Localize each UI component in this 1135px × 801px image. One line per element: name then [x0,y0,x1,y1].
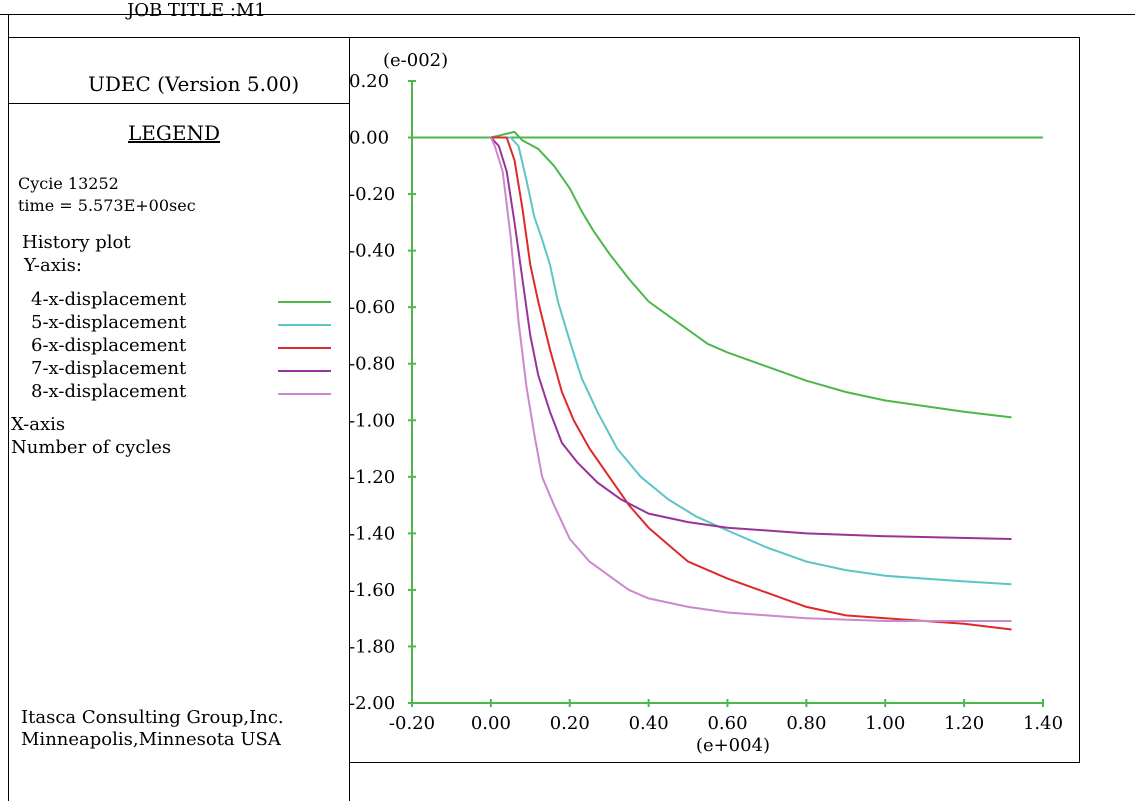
y-tick-label: -1.20 [349,467,395,488]
frame-header-divider [8,37,1080,38]
y-tick-label: -1.40 [349,523,395,544]
x-tick-label: 0.60 [707,713,747,734]
legend-swatch-5 [278,324,331,326]
y-tick-label: -1.00 [349,410,395,431]
y-tick-label: -0.40 [349,241,395,262]
legend-swatch-8 [278,393,331,395]
x-axis-label: X-axis [11,414,66,435]
y-tick-label: -0.80 [349,354,395,375]
legend-swatch-7 [278,370,331,372]
y-tick-label: -1.60 [349,580,395,601]
time-readout: time = 5.573E+00sec [18,196,196,215]
frame-right [1079,37,1080,763]
legend-label-8: 8-x-displacement [31,381,187,402]
y-tick-label: 0.20 [349,71,389,92]
y-tick-label: 0.00 [349,128,389,149]
cycle-count: Cycie 13252 [18,174,119,193]
frame-top [0,14,1135,15]
x-tick-label: 1.40 [1023,713,1063,734]
job-title: JOB TITLE :M1 [127,0,266,21]
legend-label-6: 6-x-displacement [31,335,187,356]
y-axis-label: Y-axis: [24,255,82,276]
frame-bottom [349,762,1080,763]
x-tick-label: 1.00 [865,713,905,734]
series-line-4 [490,136,1012,631]
y-multiplier-label: (e-002) [383,50,448,71]
y-tick-label: -2.00 [349,693,395,714]
legend-label-7: 7-x-displacement [31,358,187,379]
x-tick-label: 0.80 [786,713,826,734]
x-axis-description: Number of cycles [11,437,172,458]
series-line-5 [490,136,1012,540]
x-multiplier-label: (e+004) [696,735,770,756]
x-tick-label: 0.00 [471,713,511,734]
legend-title: LEGEND [128,121,220,145]
series-line-3 [490,136,1012,586]
x-tick-label: 1.20 [944,713,984,734]
frame-version-divider [8,103,350,104]
legend-swatch-6 [278,347,331,349]
y-tick-label: -0.20 [349,184,395,205]
legend-swatch-4 [278,301,331,303]
company-name: Itasca Consulting Group,Inc. [21,707,284,728]
series-line-6 [489,137,1012,622]
frame-left [8,14,9,801]
x-tick-label: -0.20 [389,713,435,734]
software-version: UDEC (Version 5.00) [88,72,300,96]
y-tick-label: -0.60 [349,297,395,318]
company-location: Minneapolis,Minnesota USA [21,729,281,750]
x-tick-label: 0.20 [550,713,590,734]
history-plot-label: History plot [22,232,131,253]
frame-panel-divider [349,37,350,801]
series-line-1 [412,130,1012,419]
x-tick-label: 0.40 [629,713,669,734]
y-tick-label: -1.80 [349,636,395,657]
legend-label-4: 4-x-displacement [31,289,187,310]
legend-label-5: 5-x-displacement [31,312,187,333]
